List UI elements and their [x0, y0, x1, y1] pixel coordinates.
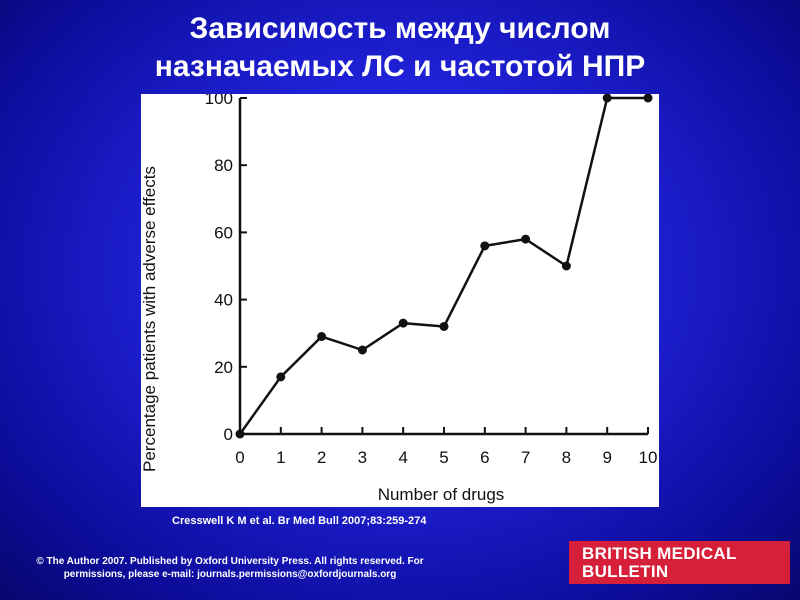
series-line: [238, 96, 648, 435]
x-tick-label: 4: [398, 448, 407, 467]
y-axis-label: Percentage patients with adverse effects: [141, 166, 159, 472]
x-tick-label: 0: [235, 448, 244, 467]
copyright-notice: © The Author 2007. Published by Oxford U…: [20, 555, 440, 581]
copyright-line-2: permissions, please e-mail: journals.per…: [63, 569, 397, 580]
y-tick-label: 80: [214, 156, 233, 175]
chart-ticks: 0 20 40 60 80 100 0 1 2 3 4 5 6 7 8 9 10: [205, 94, 658, 467]
x-tick-label: 6: [480, 448, 489, 467]
x-axis-label: Number of drugs: [378, 485, 505, 504]
journal-logo: BRITISH MEDICAL BULLETIN: [569, 541, 790, 584]
data-point: [480, 241, 490, 251]
logo-line-1: BRITISH MEDICAL: [582, 544, 737, 563]
data-point: [317, 332, 327, 342]
x-tick-label: 1: [276, 448, 285, 467]
data-point: [357, 345, 367, 355]
chart-series: [235, 94, 653, 439]
data-point: [521, 234, 531, 244]
citation: Cresswell K M et al. Br Med Bull 2007;83…: [172, 515, 427, 527]
data-point: [561, 261, 571, 271]
copyright-line-1: © The Author 2007. Published by Oxford U…: [36, 556, 424, 567]
slide-title-line-1: Зависимость между числом: [189, 12, 611, 45]
chart-panel: 0 20 40 60 80 100 0 1 2 3 4 5 6 7 8 9 10 Number of drugs…: [141, 94, 659, 507]
logo-line-2: BULLETIN: [582, 562, 669, 581]
x-tick-label: 9: [602, 448, 611, 467]
x-tick-label: 8: [562, 448, 571, 467]
data-point: [235, 429, 245, 439]
y-tick-label: 40: [214, 291, 233, 310]
y-tick-label: 0: [224, 425, 233, 444]
x-tick-label: 5: [439, 448, 448, 467]
data-point: [276, 372, 286, 382]
x-tick-label: 2: [317, 448, 326, 467]
slide-title: Зависимость между числом назначаемых ЛС …: [0, 10, 800, 86]
data-point: [602, 94, 612, 103]
x-tick-label: 3: [358, 448, 367, 467]
x-tick-label: 7: [521, 448, 530, 467]
chart-axes: [238, 98, 648, 436]
x-tick-label: 10: [639, 448, 658, 467]
line-chart: 0 20 40 60 80 100 0 1 2 3 4 5 6 7 8 9 10 Number of drugs…: [141, 94, 658, 504]
y-tick-label: 20: [214, 358, 233, 377]
data-point: [439, 321, 449, 331]
y-tick-label: 60: [214, 223, 233, 242]
data-point: [398, 318, 408, 328]
slide-title-line-2: назначаемых ЛС и частотой НПР: [154, 50, 646, 83]
y-tick-label: 100: [205, 94, 233, 108]
data-point: [643, 94, 653, 103]
